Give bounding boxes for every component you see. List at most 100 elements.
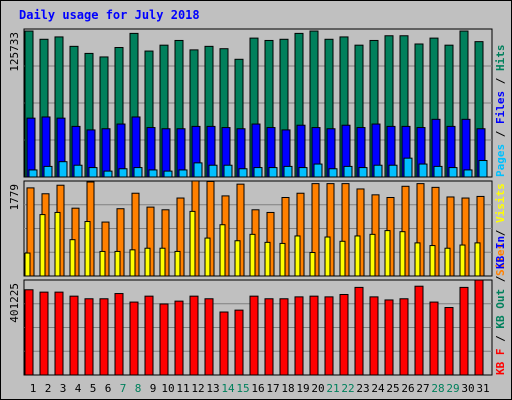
bar-pages [328, 168, 338, 178]
bar-visits [294, 235, 301, 277]
panel-legend: KB F / KB Out / KB In [494, 236, 507, 375]
bar-visits [114, 250, 121, 277]
day-label: 3 [60, 382, 67, 395]
bar-visits [459, 244, 466, 277]
bar-files [161, 128, 171, 178]
bar-pages [88, 167, 98, 178]
bar-visits [354, 235, 361, 277]
day-label: 10 [161, 382, 174, 395]
bar-visits [69, 239, 76, 277]
bar-kb-f [354, 286, 364, 376]
bar-pages [28, 169, 38, 178]
bar-kb-f [54, 291, 64, 376]
bar-visits [324, 236, 331, 277]
bar-pages [433, 165, 443, 178]
bar-kb-f [144, 295, 154, 376]
bar-visits [429, 245, 436, 277]
bar-visits [399, 231, 406, 277]
bar-visits [264, 241, 271, 277]
day-label: 20 [311, 382, 324, 395]
bar-kb-f [129, 301, 139, 376]
bar-pages [268, 167, 278, 178]
day-label: 4 [75, 382, 82, 395]
legend-separator: / [494, 71, 507, 91]
bar-visits [159, 247, 166, 277]
day-label: 1 [30, 382, 37, 395]
legend-entry: Files [494, 91, 507, 124]
bar-visits [174, 250, 181, 277]
bar-pages [283, 165, 293, 178]
day-label: 7 [120, 382, 127, 395]
bar-kb-f [249, 295, 259, 376]
bar-visits [189, 210, 196, 277]
bar-pages [388, 164, 398, 178]
bar-visits [384, 230, 391, 277]
bar-pages [313, 163, 323, 178]
legend-entry: Sites [494, 243, 507, 276]
panel-legend: Pages / Files / Hits [494, 45, 507, 178]
bar-kb-f [414, 285, 424, 376]
bar-pages [373, 164, 383, 178]
bar-kb-f [189, 295, 199, 376]
day-label: 24 [371, 382, 385, 395]
bar-pages [343, 165, 353, 178]
legend-entry: Visits [494, 183, 507, 223]
legend-entry: Hits [494, 45, 507, 72]
day-label: 17 [266, 382, 279, 395]
legend-separator: / [494, 329, 507, 349]
day-label: 8 [135, 382, 142, 395]
bar-pages [43, 165, 53, 178]
day-label: 18 [281, 382, 294, 395]
day-label: 31 [476, 382, 489, 395]
bar-files [101, 128, 111, 178]
legend-separator: / [494, 269, 507, 289]
bar-pages [478, 160, 488, 178]
bar-visits [474, 242, 481, 277]
legend-separator: / [494, 223, 507, 243]
bar-kb-f [369, 296, 379, 376]
day-label: 19 [296, 382, 309, 395]
bar-visits [99, 250, 106, 277]
bar-pages [298, 167, 308, 178]
y-axis-max-label: 1779 [8, 184, 21, 211]
day-label: 30 [461, 382, 474, 395]
bar-visits [84, 221, 91, 277]
bar-visits [369, 233, 376, 277]
bar-visits [204, 237, 211, 277]
bar-visits [54, 211, 61, 277]
bar-pages [448, 167, 458, 178]
bar-kb-f [204, 298, 214, 376]
legend-entry: KB F [494, 349, 507, 376]
bar-kb-f [84, 298, 94, 376]
bar-pages [163, 170, 173, 178]
day-label: 21 [326, 382, 339, 395]
day-label: 23 [356, 382, 369, 395]
legend-separator: / [494, 124, 507, 144]
day-label: 15 [236, 382, 249, 395]
bar-kb-f [69, 295, 79, 376]
panel-legend: Sites / Visits [494, 183, 507, 276]
y-axis-max-label: 125733 [8, 32, 21, 72]
bar-pages [58, 161, 68, 178]
hits-files-pages-panel: 125733 Pages / Files / Hits [8, 28, 507, 178]
bar-kb-f [39, 291, 49, 376]
bar-kb-f [219, 311, 229, 376]
bar-kb-f [264, 298, 274, 376]
day-label: 25 [386, 382, 399, 395]
day-label: 9 [150, 382, 157, 395]
bar-pages [463, 169, 473, 178]
bar-pages [118, 168, 128, 178]
bar-pages [238, 168, 248, 178]
day-label: 11 [176, 382, 189, 395]
day-label: 26 [401, 382, 414, 395]
y-axis-max-label: 401225 [8, 283, 21, 323]
day-label: 27 [416, 382, 429, 395]
bar-kb-f [234, 309, 244, 376]
bar-pages [148, 169, 158, 178]
bar-visits [414, 242, 421, 277]
bar-kb-f [24, 289, 34, 376]
legend-entry: KB Out [494, 289, 507, 329]
day-label: 29 [446, 382, 459, 395]
bar-pages [223, 164, 233, 178]
